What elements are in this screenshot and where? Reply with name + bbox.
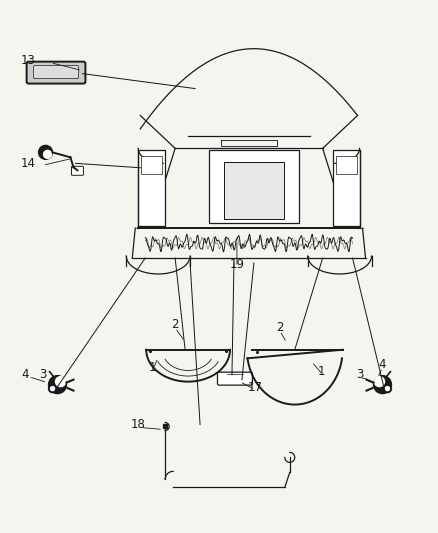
Text: 3: 3 [39, 368, 46, 381]
Text: 19: 19 [230, 257, 244, 271]
Circle shape [385, 386, 389, 391]
Text: 2: 2 [171, 318, 179, 332]
Bar [141, 156, 162, 174]
Bar [332, 150, 360, 226]
Text: 2: 2 [276, 321, 283, 334]
Text: 18: 18 [131, 418, 146, 431]
Text: 4: 4 [22, 368, 29, 381]
Circle shape [43, 150, 52, 158]
Bar [209, 150, 299, 223]
Circle shape [39, 146, 53, 159]
FancyBboxPatch shape [71, 166, 83, 175]
Text: 13: 13 [21, 54, 36, 67]
Circle shape [49, 385, 57, 393]
Circle shape [374, 377, 385, 386]
Circle shape [384, 385, 392, 393]
Text: 17: 17 [247, 381, 262, 394]
FancyBboxPatch shape [34, 66, 78, 78]
Bar [138, 150, 165, 226]
Bar [336, 156, 357, 174]
Circle shape [374, 376, 392, 393]
Text: 14: 14 [21, 157, 36, 170]
Bar [224, 163, 284, 219]
FancyBboxPatch shape [27, 62, 85, 84]
Circle shape [56, 377, 66, 386]
Text: 1: 1 [318, 365, 325, 378]
Circle shape [49, 376, 67, 393]
FancyBboxPatch shape [218, 372, 252, 385]
Text: 1: 1 [148, 361, 156, 374]
Text: 3: 3 [356, 368, 363, 381]
Text: 4: 4 [379, 358, 386, 371]
Circle shape [50, 386, 54, 391]
